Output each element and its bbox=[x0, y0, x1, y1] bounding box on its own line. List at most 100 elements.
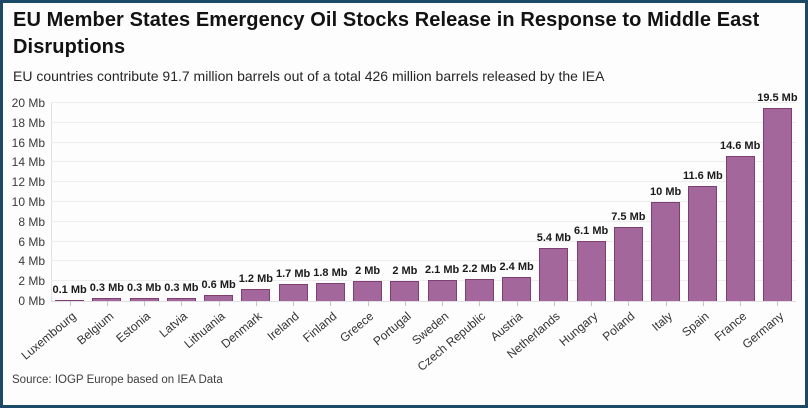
bar-sweden bbox=[428, 280, 457, 301]
bar-poland bbox=[614, 227, 643, 301]
bar-value-label-germany: 19.5 Mb bbox=[757, 92, 798, 104]
bar-value-label-czech-republic: 2.2 Mb bbox=[462, 263, 497, 275]
bar-value-label-netherlands: 5.4 Mb bbox=[536, 232, 571, 244]
y-tick-label-2: 2 Mb bbox=[18, 274, 45, 289]
bar-greece bbox=[353, 281, 382, 301]
bar-value-label-austria: 2.4 Mb bbox=[499, 261, 534, 273]
x-tick-label-germany: Germany bbox=[739, 309, 787, 352]
x-tick-denmark bbox=[256, 301, 257, 306]
x-tick-czech-republic bbox=[479, 301, 480, 306]
x-tick-label-ireland: Ireland bbox=[265, 309, 303, 344]
bar-austria bbox=[502, 277, 531, 301]
x-tick-lithuania bbox=[219, 301, 220, 306]
x-tick-finland bbox=[330, 301, 331, 306]
y-tick-label-8: 8 Mb bbox=[18, 214, 45, 229]
bar-czech-republic bbox=[465, 279, 494, 301]
x-tick-netherlands bbox=[554, 301, 555, 306]
bar-latvia bbox=[167, 298, 196, 301]
bar-netherlands bbox=[539, 248, 568, 301]
gridline-10 bbox=[51, 201, 796, 202]
x-tick-austria bbox=[517, 301, 518, 306]
bar-value-label-france: 14.6 Mb bbox=[719, 140, 761, 152]
bar-value-label-hungary: 6.1 Mb bbox=[574, 225, 609, 237]
bar-denmark bbox=[241, 289, 270, 301]
bar-lithuania bbox=[204, 295, 233, 301]
bar-value-label-luxembourg: 0.1 Mb bbox=[52, 284, 87, 296]
bar-value-label-ireland: 1.7 Mb bbox=[276, 268, 311, 280]
y-tick-label-16: 16 Mb bbox=[11, 135, 45, 150]
x-tick-label-italy: Italy bbox=[648, 309, 675, 334]
x-tick-label-finland: Finland bbox=[300, 309, 340, 346]
y-tick-label-6: 6 Mb bbox=[18, 234, 45, 249]
bar-value-label-belgium: 0.3 Mb bbox=[89, 282, 124, 294]
bar-value-label-denmark: 1.2 Mb bbox=[238, 273, 273, 285]
y-tick-label-0: 0 Mb bbox=[18, 294, 45, 308]
bar-portugal bbox=[390, 281, 419, 301]
x-tick-label-denmark: Denmark bbox=[218, 309, 265, 352]
bar-value-label-poland: 7.5 Mb bbox=[611, 211, 646, 223]
x-tick-luxembourg bbox=[70, 301, 71, 306]
gridline-14 bbox=[51, 161, 796, 163]
x-tick-france bbox=[740, 301, 741, 306]
x-tick-ireland bbox=[293, 301, 294, 306]
x-tick-germany bbox=[777, 301, 778, 306]
x-tick-belgium bbox=[107, 301, 108, 306]
x-tick-label-hungary: Hungary bbox=[556, 309, 601, 349]
y-tick-label-20: 20 Mb bbox=[11, 96, 45, 110]
x-tick-label-belgium: Belgium bbox=[73, 309, 116, 348]
bar-chart-plot-area: 0 Mb 2 Mb 4 Mb 6 Mb 8 Mb 10 Mb 12 Mb 14 Mb 16 Mb… bbox=[12, 92, 798, 374]
x-tick-label-spain: Spain bbox=[679, 309, 712, 340]
bar-value-label-sweden: 2.1 Mb bbox=[425, 264, 460, 276]
y-tick-label-4: 4 Mb bbox=[18, 254, 45, 269]
gridline-12 bbox=[51, 181, 796, 183]
bar-value-label-latvia: 0.3 Mb bbox=[164, 282, 199, 294]
bar-italy bbox=[651, 202, 680, 301]
x-tick-label-portugal: Portugal bbox=[370, 309, 414, 349]
y-tick-label-12: 12 Mb bbox=[11, 175, 45, 190]
x-tick-poland bbox=[628, 301, 629, 306]
gridline-0 bbox=[51, 301, 796, 302]
x-tick-spain bbox=[703, 301, 704, 306]
bar-hungary bbox=[577, 241, 606, 301]
bar-value-label-italy: 10 Mb bbox=[650, 186, 682, 198]
gridline-16 bbox=[51, 141, 796, 143]
bar-value-label-finland: 1.8 Mb bbox=[313, 267, 348, 279]
bar-value-label-spain: 11.6 Mb bbox=[683, 170, 723, 182]
source-note: Source: IOGP Europe based on IEA Data bbox=[12, 374, 223, 386]
bar-germany bbox=[763, 108, 792, 301]
x-tick-latvia bbox=[181, 301, 182, 306]
x-tick-label-greece: Greece bbox=[337, 309, 377, 346]
bar-france bbox=[726, 156, 755, 301]
gridline-2 bbox=[51, 280, 796, 282]
x-tick-hungary bbox=[591, 301, 592, 306]
page-title: EU Member States Emergency Oil Stocks Re… bbox=[13, 9, 760, 58]
bar-luxembourg bbox=[55, 300, 84, 301]
chart-subtitle: EU countries contribute 91.7 million bar… bbox=[13, 68, 605, 84]
x-tick-label-estonia: Estonia bbox=[113, 309, 154, 346]
bar-value-label-lithuania: 0.6 Mb bbox=[201, 279, 236, 291]
x-tick-sweden bbox=[442, 301, 443, 306]
y-tick-label-18: 18 Mb bbox=[11, 115, 45, 130]
bar-belgium bbox=[92, 298, 121, 301]
x-tick-italy bbox=[666, 301, 667, 306]
bar-finland bbox=[316, 283, 345, 301]
x-tick-label-lithuania: Lithuania bbox=[181, 309, 228, 352]
bar-value-label-estonia: 0.3 Mb bbox=[127, 282, 162, 294]
y-tick-label-14: 14 Mb bbox=[11, 155, 45, 170]
x-tick-estonia bbox=[144, 301, 145, 306]
bar-value-label-greece: 2 Mb bbox=[355, 265, 381, 277]
x-tick-portugal bbox=[405, 301, 406, 306]
x-tick-greece bbox=[368, 301, 369, 306]
bar-estonia bbox=[130, 298, 159, 301]
gridline-8 bbox=[51, 220, 796, 222]
gridline-18 bbox=[51, 121, 796, 123]
x-tick-label-poland: Poland bbox=[599, 309, 638, 344]
gridline-20 bbox=[51, 102, 796, 103]
bar-value-label-portugal: 2 Mb bbox=[392, 265, 418, 277]
bar-ireland bbox=[279, 284, 308, 301]
x-tick-label-luxembourg: Luxembourg bbox=[18, 309, 79, 363]
y-tick-label-10: 10 Mb bbox=[11, 195, 45, 209]
x-tick-label-czech-republic: Czech Republic bbox=[414, 309, 489, 374]
y-axis-line bbox=[51, 103, 52, 301]
